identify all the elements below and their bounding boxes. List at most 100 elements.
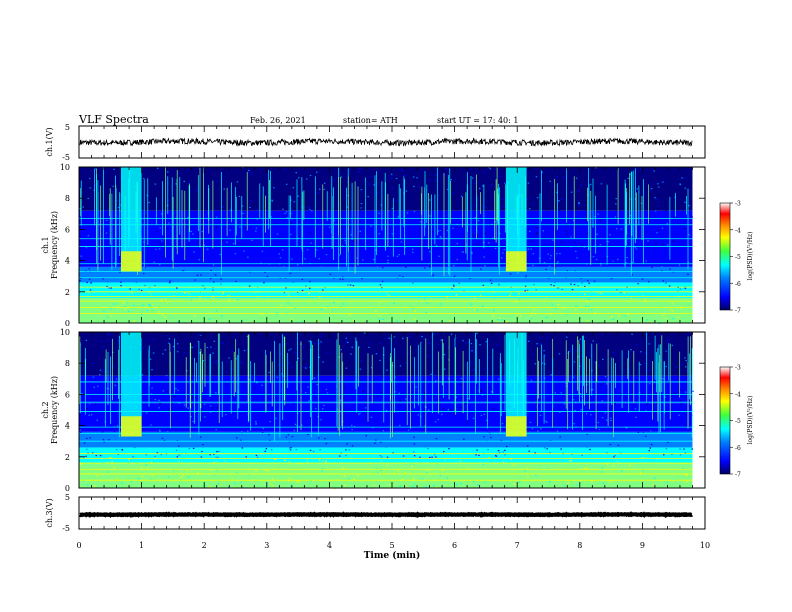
ch1-spectrogram-speckle (317, 297, 319, 299)
ch1-spectrogram-speckle (622, 231, 624, 233)
ch2-spectrogram-speckle (302, 346, 304, 348)
ch2-spectrogram-speckle (121, 449, 123, 451)
ch2-spectrogram-speckle (423, 338, 425, 340)
ch1-spectrogram-speckle (292, 187, 295, 189)
ch1-spectrogram-speckle (278, 309, 280, 312)
ch1-spectrogram-speckle (427, 191, 429, 193)
ch2-spectrogram-speckle (528, 450, 530, 452)
ch1-spectrogram-speckle (494, 168, 497, 170)
ch1-spectrogram-speckle (597, 262, 599, 264)
ch2-spectrogram-speckle (394, 405, 397, 407)
ch1-spectrogram-speckle (654, 197, 656, 199)
ch1-spectrogram-speckle (440, 230, 443, 232)
ch2-spectrogram-speckle (132, 456, 134, 458)
ch2-spectrogram-speckle (167, 476, 170, 478)
ch1-spectrogram-speckle (297, 317, 300, 319)
ch1-ytick-top: 5 (65, 123, 70, 132)
ch2-spectrogram-speckle (150, 461, 153, 463)
ch2-spectrogram-speckle (187, 476, 190, 478)
ch1-spectrogram-speckle (253, 292, 256, 294)
ch2-spectrogram-speckle (631, 406, 633, 408)
ch2-spectrogram-speckle (437, 344, 440, 346)
ch2-spectrogram-speckle (428, 409, 430, 411)
ch1-spectrogram-speckle (159, 241, 161, 243)
ch2-spectrogram-speckle (655, 485, 657, 487)
ch1-spectrogram-speckle (200, 242, 203, 244)
ch2-spectrogram-speckle (645, 363, 647, 365)
ch1-spectrogram-speckle (453, 286, 455, 288)
ch2-spectrogram-speckle (614, 389, 617, 391)
ch2-spectrogram-speckle (161, 437, 164, 439)
ch1-spectrogram-speckle (298, 181, 300, 183)
ch1-spectrogram-speckle (250, 200, 252, 202)
ch2-spectrogram-speckle (663, 454, 665, 456)
ch2-spectrogram-speckle (100, 340, 102, 342)
ch1-spectrogram-speckle (682, 248, 685, 250)
ch1-spectrogram-speckle (570, 191, 573, 193)
ch2-spectrogram-speckle (163, 433, 165, 435)
ch2-spectrogram-speckle (93, 485, 96, 487)
ch1-spectrogram-speckle (456, 281, 458, 283)
ch1-spectrogram-speckle (178, 172, 181, 174)
ch2-spectrogram-speckle (498, 424, 500, 426)
ch1-spectrogram-speckle (467, 228, 470, 230)
ch1-spectrogram-speckle (587, 194, 589, 196)
ch2-spectrogram-speckle (642, 469, 645, 471)
ch1-spectrogram-speckle (130, 293, 132, 295)
ch2-spectrogram-speckle (602, 333, 604, 335)
ch2-spectrogram-speckle (471, 347, 473, 349)
ch1-spectrogram-speckle (89, 319, 91, 321)
ch2-spectrogram-speckle (393, 336, 396, 338)
ch2-spectrogram-speckle (429, 350, 431, 353)
ch2-spectrogram-speckle (512, 464, 515, 466)
ch1-spectrogram-speckle (455, 226, 458, 228)
ch2-spectrogram-speckle (580, 393, 582, 395)
ch1-spectrogram-speckle (503, 258, 505, 260)
ch2-spectrogram-speckle (526, 358, 528, 360)
ch2-spectrogram-speckle (81, 393, 83, 395)
ch2-spectrogram-speckle (102, 370, 105, 372)
ch1-spectrogram-speckle (550, 255, 552, 257)
ch2-spectrogram-speckle (497, 378, 500, 380)
ch1-spectrogram-speckle (684, 187, 687, 189)
ch2-spectrogram-speckle (176, 456, 179, 458)
ch1-spectrogram-speckle (256, 218, 259, 220)
ch1-spectrogram-speckle (298, 236, 300, 238)
ch1-spectrogram-speckle (636, 188, 638, 190)
ch1-spectrogram-speckle (333, 208, 335, 210)
ch2-spectrogram-speckle (472, 355, 475, 357)
ch1-spectrogram-speckle (542, 230, 544, 232)
ch1-spectrogram-speckle (551, 186, 553, 188)
ch1-spectrogram-speckle (241, 205, 244, 207)
ch1-spectrogram-speckle (489, 243, 491, 245)
ch1-spectrogram-speckle (536, 197, 539, 199)
ch1-spectrogram-speckle (600, 264, 602, 266)
ch2-spectrogram-speckle (217, 483, 220, 485)
ch1-spectrogram-speckle (264, 271, 266, 273)
ch2-spectrogram-speckle (413, 436, 415, 438)
ch1-spectrogram-speckle (103, 234, 106, 236)
ch1-spectrogram-speckle (493, 297, 496, 299)
ch1-spectrogram-speckle (672, 193, 674, 195)
ch1-spectrogram-speckle (196, 190, 198, 192)
ch2-spectrogram-speckle (420, 342, 422, 344)
ch1-spectrogram-speckle (159, 227, 161, 229)
ch2-spectrogram-speckle (363, 471, 365, 473)
ch2-spectrogram-speckle (473, 471, 476, 473)
ch2-spectrogram-speckle (80, 431, 82, 433)
ch1-spectrogram-speckle (255, 176, 258, 179)
ch2-spectrogram-speckle (215, 458, 218, 461)
ch1-spectrogram-speckle (526, 289, 529, 291)
ch2-spectrogram-speckle (556, 406, 559, 408)
ch2-spectrogram-burst-1 (505, 332, 527, 437)
ch1-spectrogram-speckle (265, 221, 268, 223)
ch2-spectrogram-speckle (447, 409, 450, 411)
ch2-spectrogram-speckle (650, 482, 652, 484)
ch2-spectrogram-speckle (604, 376, 607, 378)
ch2-spectrogram-speckle (159, 429, 161, 431)
ch2-spectrogram-speckle (462, 342, 464, 345)
ch1-spectrogram-speckle (506, 320, 508, 322)
ch1-spectrogram-speckle (565, 314, 568, 316)
ch1-spectrogram-speckle (350, 226, 352, 229)
